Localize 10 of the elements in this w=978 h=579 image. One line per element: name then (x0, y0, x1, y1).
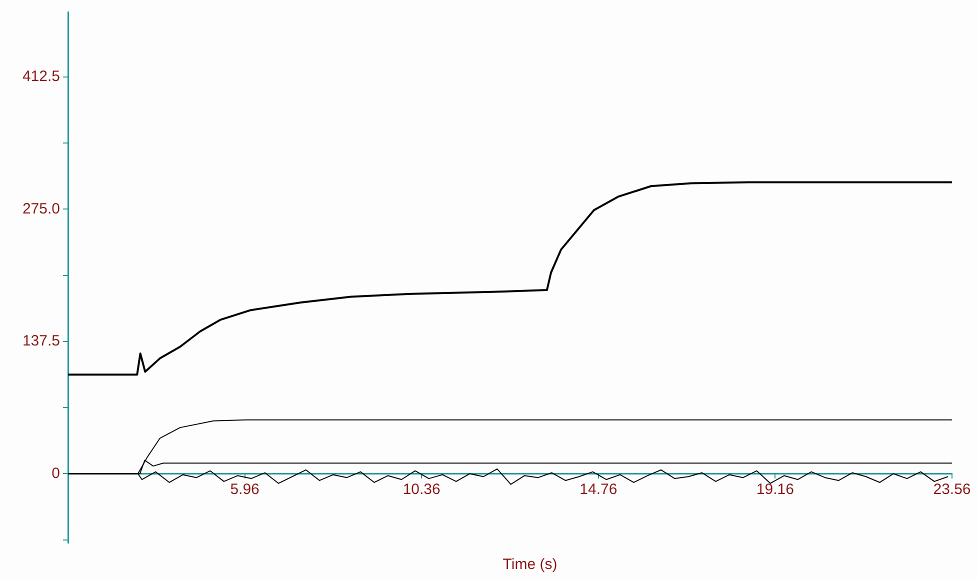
x-tick-label: 23.56 (933, 480, 971, 498)
y-tick-label: 412.5 (22, 68, 60, 86)
x-tick-label: 5.96 (230, 480, 260, 498)
x-tick-label: 14.76 (580, 480, 618, 498)
y-tick-label: 275.0 (22, 200, 60, 218)
y-tick-label: 0 (52, 464, 60, 482)
y-tick-label: 137.5 (22, 332, 60, 350)
x-tick-label: 19.16 (756, 480, 794, 498)
x-tick-label: 10.36 (402, 480, 440, 498)
x-axis-title: Time (s) (502, 556, 558, 574)
